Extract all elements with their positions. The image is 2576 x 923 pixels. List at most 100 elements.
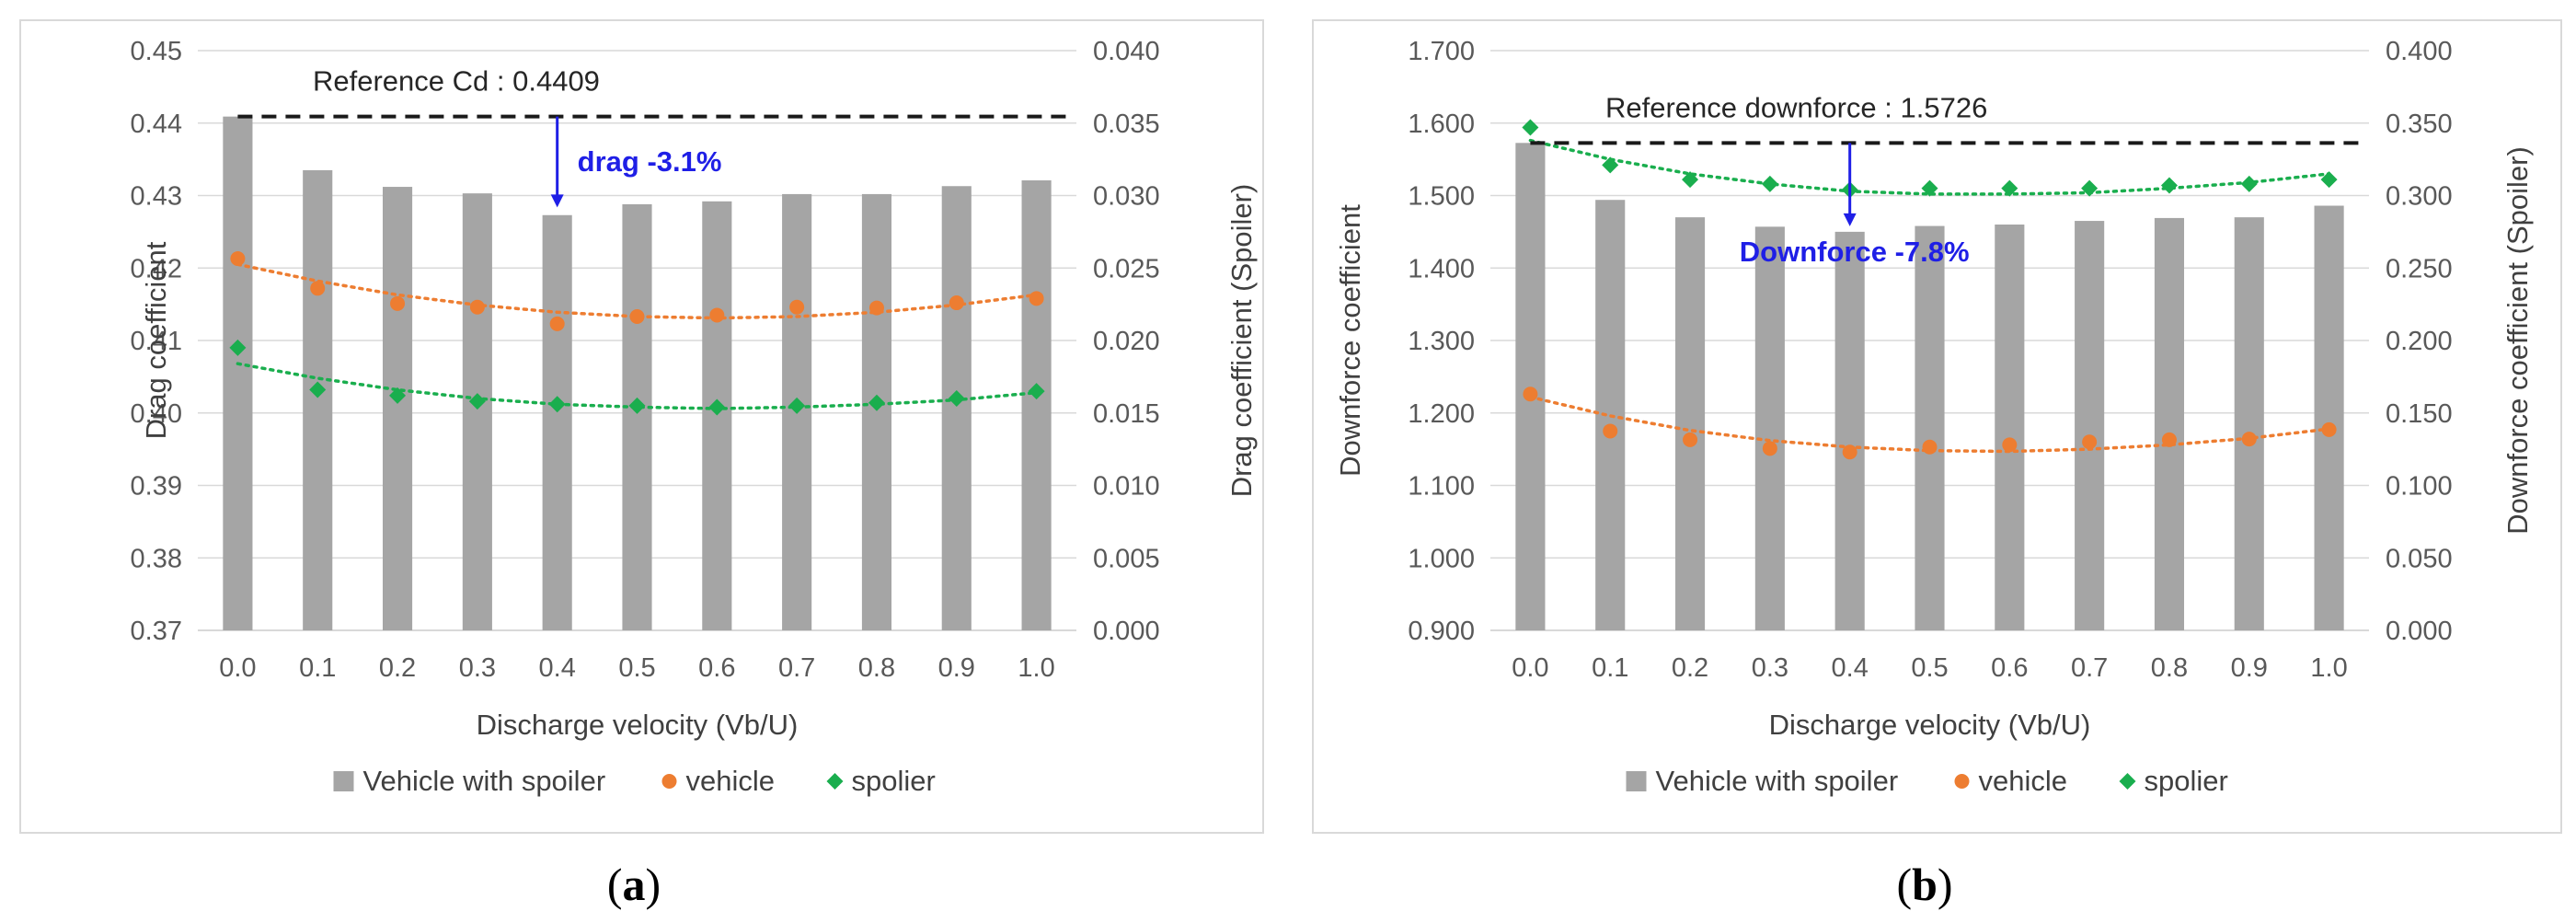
y-tick-label: 0.900	[1408, 617, 1475, 646]
chart-panel-a: 0.370.380.390.400.410.420.430.440.450.00…	[19, 19, 1264, 834]
marker-vehicle	[2082, 434, 2098, 450]
marker-vehicle	[1683, 432, 1698, 447]
x-axis-title: Discharge velocity (Vb/U)	[477, 709, 799, 741]
y-axis-title: Drag coefficient	[140, 241, 172, 439]
x-tick-label: 0.8	[2151, 653, 2188, 683]
y-tick-label: 1.100	[1408, 472, 1475, 502]
legend-label: Vehicle with spoiler	[363, 765, 606, 797]
marker-spolier	[2240, 175, 2258, 192]
x-tick-label: 0.6	[698, 653, 735, 683]
marker-vehicle	[949, 295, 964, 311]
y2-tick-label: 0.000	[1093, 617, 1160, 646]
marker-vehicle	[230, 251, 246, 267]
y2-tick-label: 0.005	[1093, 544, 1160, 573]
marker-vehicle	[1922, 439, 1938, 455]
marker-spolier	[1921, 179, 1938, 197]
annotation-arrow-head	[550, 194, 564, 208]
x-axis-title: Discharge velocity (Vb/U)	[1769, 709, 2091, 741]
y-axis-title: Downforce coefficient	[1334, 204, 1366, 477]
marker-vehicle	[310, 281, 326, 296]
x-tick-label: 0.1	[299, 653, 336, 683]
x-tick-label: 0.1	[1592, 653, 1628, 683]
bar	[2154, 217, 2185, 630]
marker-spolier	[708, 398, 726, 416]
marker-spolier	[1761, 175, 1778, 192]
bar	[1915, 225, 1945, 630]
marker-spolier	[2001, 179, 2018, 197]
y2-tick-label: 0.040	[1093, 37, 1160, 66]
bar	[1834, 231, 1865, 630]
marker-vehicle	[2002, 437, 2018, 453]
x-tick-label: 0.5	[618, 653, 655, 683]
y-tick-label: 0.44	[131, 110, 182, 139]
x-tick-label: 0.9	[938, 653, 975, 683]
legend-label: spolier	[852, 765, 936, 797]
marker-spolier	[1028, 383, 1045, 400]
y-tick-label: 0.45	[131, 37, 182, 66]
bar	[702, 201, 732, 631]
marker-spolier	[309, 381, 327, 398]
chart-panel-b: 0.900 1.000 1.100 1.200 1.300 1.400 1.500 1.600…	[1312, 19, 2562, 834]
reference-label: Reference downforce : 1.5726	[1605, 91, 1987, 123]
legend-swatch-bar	[1626, 771, 1647, 791]
legend-swatch-circle	[661, 774, 677, 789]
x-tick-label: 0.5	[1911, 653, 1948, 683]
y-tick-label: 0.37	[131, 617, 182, 646]
marker-vehicle	[1842, 444, 1857, 460]
x-tick-label: 0.6	[1991, 653, 2028, 683]
marker-spolier	[2160, 177, 2178, 194]
y2-tick-label: 0.000	[2386, 617, 2453, 646]
marker-vehicle	[2241, 432, 2257, 447]
bar	[223, 116, 253, 631]
marker-vehicle	[549, 316, 565, 331]
marker-spolier	[788, 397, 806, 414]
panel-caption-letter: a	[623, 859, 646, 910]
marker-vehicle	[709, 307, 725, 323]
x-tick-label: 1.0	[2310, 653, 2347, 683]
bar	[462, 193, 492, 630]
panel-caption-b: (b)	[1896, 859, 1952, 910]
x-tick-label: 0.3	[459, 653, 496, 683]
legend-swatch-diamond	[2119, 773, 2136, 790]
legend-label: spolier	[2145, 765, 2228, 797]
trendline-vehicle	[236, 262, 1039, 320]
bar	[1515, 143, 1546, 630]
marker-vehicle	[2321, 421, 2337, 437]
annotation-text: drag -3.1%	[578, 145, 722, 178]
marker-spolier	[229, 339, 247, 356]
y2-tick-label: 0.020	[1093, 327, 1160, 356]
y-tick-label: 1.700	[1408, 37, 1475, 66]
bar	[622, 203, 652, 630]
y2-tick-label: 0.150	[2386, 399, 2453, 429]
bar	[542, 214, 572, 630]
y2-axis-title: Downforce coefficient (Spoiler)	[2501, 146, 2534, 535]
y2-tick-label: 0.015	[1093, 399, 1160, 429]
y-tick-label: 0.41	[131, 327, 182, 356]
legend-swatch-diamond	[826, 773, 844, 790]
y2-tick-label: 0.350	[2386, 110, 2453, 139]
annotation-text: Downforce -7.8%	[1740, 236, 1970, 268]
x-tick-label: 0.4	[1832, 653, 1869, 683]
legend-label: vehicle	[1979, 765, 2068, 797]
x-tick-label: 0.0	[219, 653, 256, 683]
y-tick-label: 0.43	[131, 182, 182, 212]
x-tick-label: 0.3	[1752, 653, 1788, 683]
bar	[1021, 179, 1052, 630]
marker-spolier	[468, 393, 486, 410]
marker-vehicle	[1603, 423, 1618, 439]
marker-vehicle	[1029, 291, 1044, 306]
y2-tick-label: 0.250	[2386, 254, 2453, 283]
marker-spolier	[948, 390, 965, 407]
legend-swatch-bar	[333, 771, 354, 791]
y2-tick-label: 0.030	[1093, 182, 1160, 212]
bar	[1995, 225, 2025, 630]
marker-vehicle	[469, 299, 485, 315]
y2-tick-label: 0.300	[2386, 182, 2453, 212]
marker-spolier	[2320, 171, 2338, 189]
y2-tick-label: 0.050	[2386, 544, 2453, 573]
legend-swatch-circle	[1954, 774, 1970, 789]
y-tick-label: 1.400	[1408, 254, 1475, 283]
marker-spolier	[1682, 171, 1699, 189]
bar	[1754, 226, 1785, 631]
trendline-vehicle	[1528, 395, 2331, 454]
